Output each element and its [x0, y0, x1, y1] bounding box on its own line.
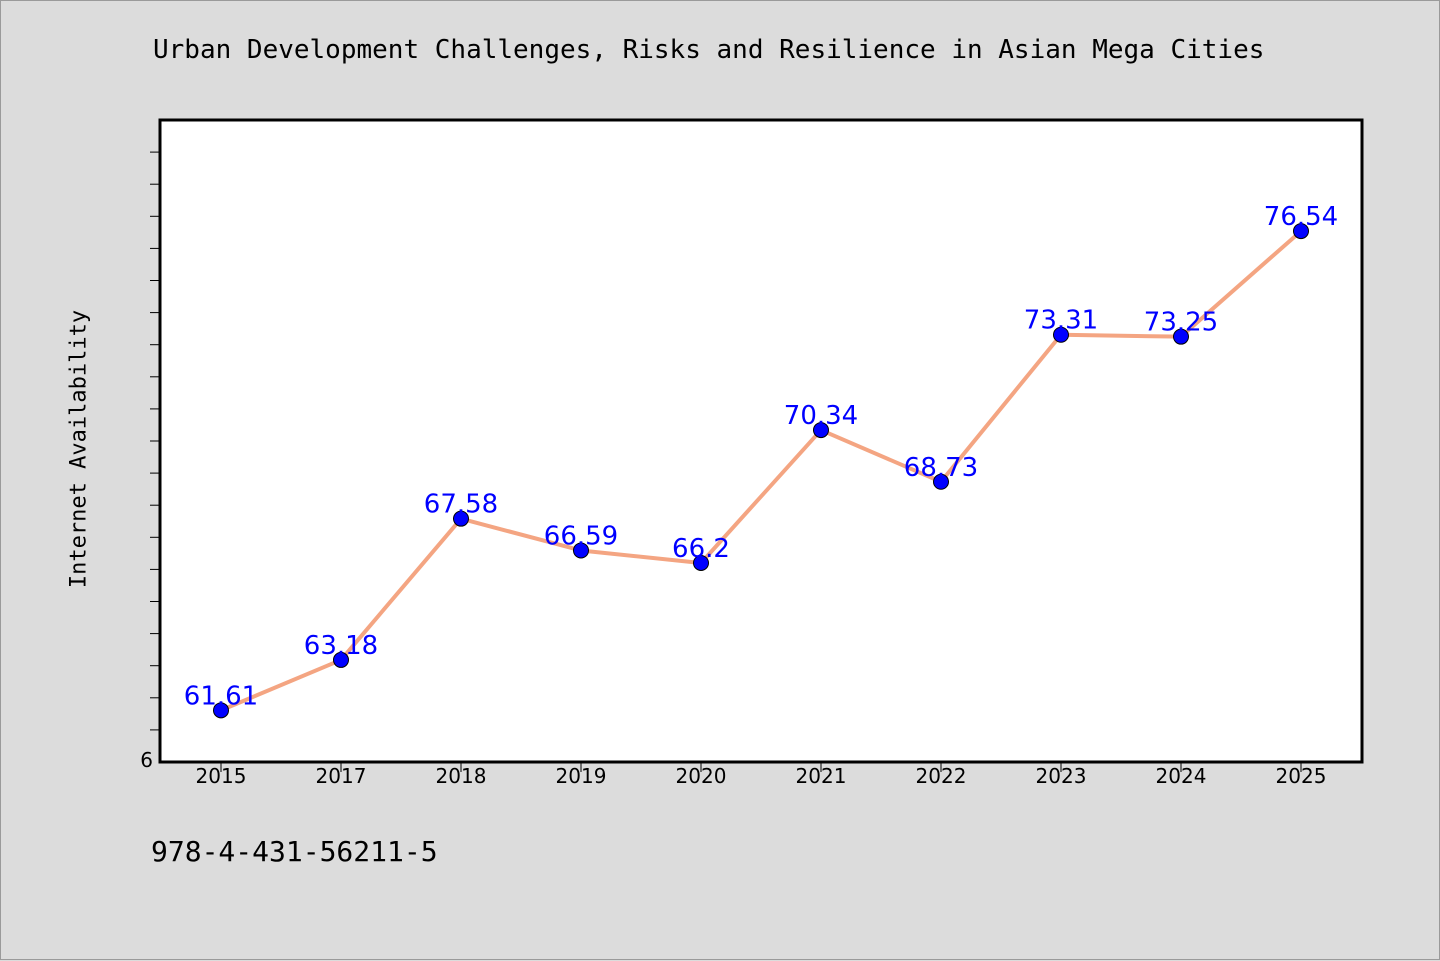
plot-frame [158, 118, 1364, 764]
data-label: 63.18 [304, 631, 378, 661]
x-tick-label: 2015 [196, 764, 247, 788]
data-point-marker [813, 422, 829, 439]
data-point-marker [1173, 328, 1189, 345]
data-label: 76.54 [1264, 202, 1338, 232]
x-axis-tick-labels: 2015 2017 2018 2019 2020 2021 2022 2023 2024 2025 [196, 764, 1327, 788]
x-tick-label: 2019 [556, 764, 607, 788]
data-point-marker [573, 542, 589, 559]
x-tick-label: 2024 [1156, 764, 1207, 788]
x-tick-label: 2025 [1276, 764, 1327, 788]
data-point-marker [453, 510, 469, 527]
data-point-marker [1293, 223, 1309, 240]
data-point-marker [1053, 326, 1069, 343]
data-label: 61.61 [184, 681, 258, 711]
data-point-marker [333, 651, 349, 668]
footer-identifier: 978-4-431-56211-5 [151, 835, 438, 868]
x-axis-ticks [220, 762, 1302, 772]
x-tick-label: 2018 [436, 764, 487, 788]
data-label: 73.31 [1024, 306, 1098, 336]
x-tick-label: 2023 [1036, 764, 1087, 788]
series-line [220, 229, 1303, 713]
x-tick-label: 2022 [916, 764, 967, 788]
data-label: 66.2 [672, 534, 730, 564]
data-labels: 61.61 63.18 67.58 66.59 66.2 70.34 68.73 73.31 7… [184, 202, 1338, 711]
data-label: 73.25 [1144, 308, 1218, 338]
y-axis-ticks [150, 151, 160, 731]
data-point-marker [693, 554, 709, 571]
y-tick-label: 6 [140, 748, 153, 772]
data-label: 66.59 [544, 521, 618, 551]
x-tick-label: 2020 [676, 764, 727, 788]
data-label: 67.58 [424, 490, 498, 520]
data-point-marker [933, 473, 949, 490]
data-point-marker [213, 702, 229, 719]
data-label: 70.34 [784, 401, 858, 431]
x-tick-label: 2021 [796, 764, 847, 788]
chart-title: Urban Development Challenges, Risks and … [153, 35, 1265, 65]
series-markers [213, 223, 1309, 719]
data-label: 68.73 [904, 453, 978, 483]
x-tick-label: 2017 [316, 764, 367, 788]
